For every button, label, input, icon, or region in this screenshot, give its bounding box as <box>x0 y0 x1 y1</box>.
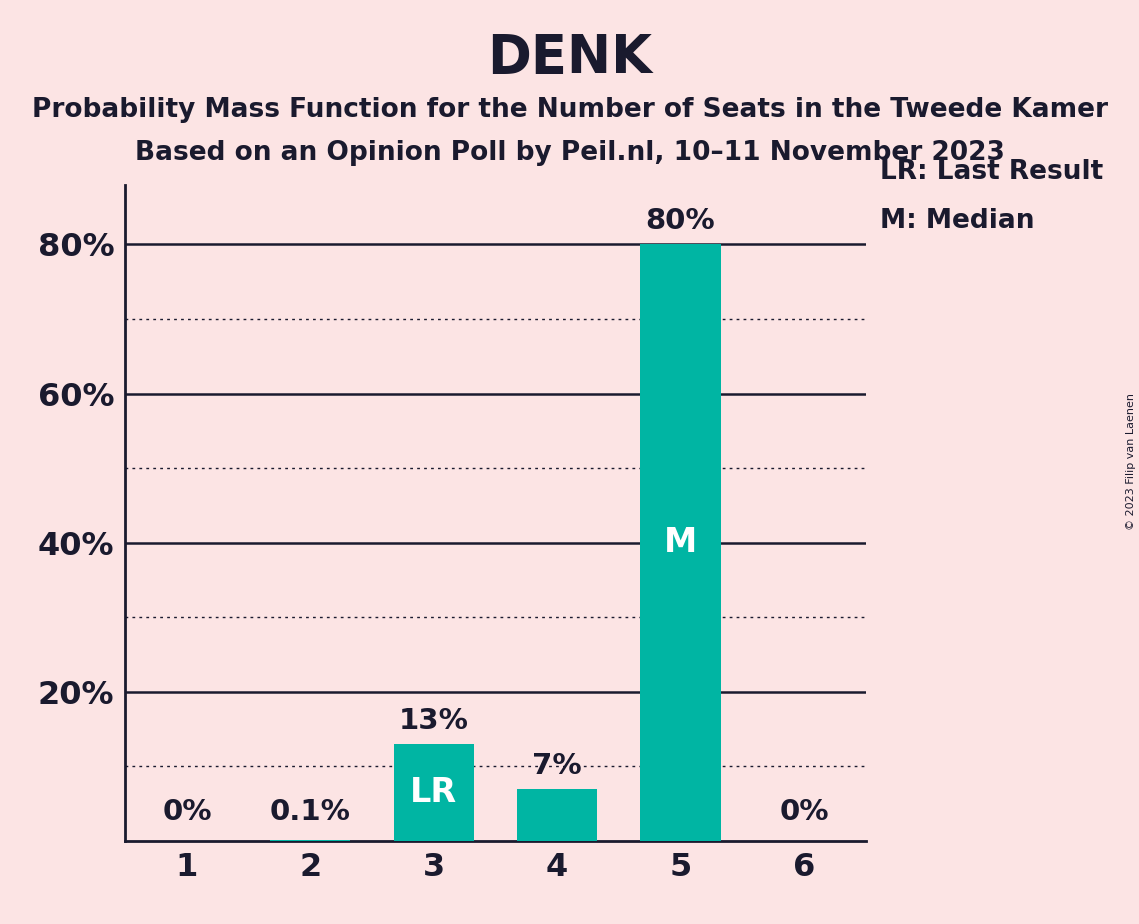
Bar <box>394 744 474 841</box>
Bar <box>517 789 597 841</box>
Text: Probability Mass Function for the Number of Seats in the Tweede Kamer: Probability Mass Function for the Number… <box>32 97 1107 123</box>
Text: Based on an Opinion Poll by Peil.nl, 10–11 November 2023: Based on an Opinion Poll by Peil.nl, 10–… <box>134 140 1005 166</box>
Text: 0%: 0% <box>779 798 829 826</box>
Bar <box>640 245 721 841</box>
Text: 80%: 80% <box>646 208 715 236</box>
Text: 0.1%: 0.1% <box>270 798 351 826</box>
Text: 0%: 0% <box>162 798 212 826</box>
Text: LR: LR <box>410 776 458 808</box>
Text: M: M <box>664 526 697 559</box>
Text: M: Median: M: Median <box>880 208 1035 234</box>
Text: LR: Last Result: LR: Last Result <box>880 159 1104 185</box>
Text: 13%: 13% <box>399 707 469 735</box>
Text: DENK: DENK <box>487 32 652 84</box>
Text: 7%: 7% <box>532 752 582 780</box>
Text: © 2023 Filip van Laenen: © 2023 Filip van Laenen <box>1126 394 1136 530</box>
